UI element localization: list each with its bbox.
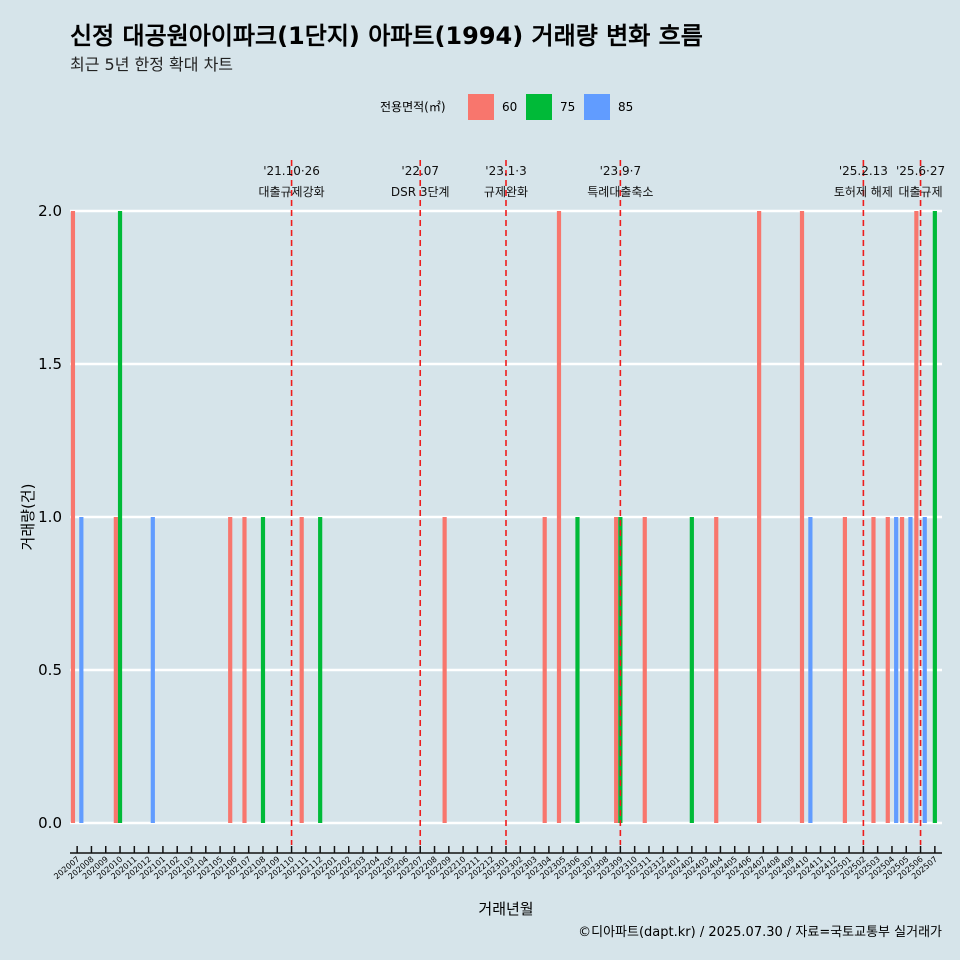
bar-60-202311 (642, 517, 647, 823)
legend-label-60: 60 (502, 100, 517, 114)
bar-60-202309 (614, 517, 619, 823)
bar-60-202007 (70, 211, 76, 823)
bar-60-202304 (542, 517, 547, 823)
y-tick-label: 1.5 (38, 355, 62, 373)
bar-60-202407 (757, 211, 762, 823)
event-date: '22.07 (401, 164, 439, 178)
legend-title: 전용면적(㎡) (380, 100, 446, 114)
bar-75-202108 (260, 517, 266, 823)
y-tick-label: 1.0 (38, 508, 62, 526)
event-label: 특례대출축소 (587, 185, 653, 199)
legend-label-75: 75 (560, 100, 575, 114)
bar-60-202506 (914, 211, 919, 823)
event-date: '23.9·7 (600, 164, 641, 178)
event-label: 대출규제 (898, 185, 942, 199)
bar-85-202410 (808, 517, 813, 823)
bar-60-202010 (113, 517, 118, 823)
bar-60-202404 (714, 517, 719, 823)
bar-60-202503 (871, 517, 876, 823)
bar-85-202012 (150, 517, 155, 823)
bar-60-202504 (885, 517, 890, 823)
legend-label-85: 85 (618, 100, 633, 114)
event-label: 대출규제강화 (258, 185, 324, 199)
bar-60-202410 (799, 211, 805, 823)
y-tick-label: 0.5 (38, 661, 62, 679)
bar-75-202306 (575, 517, 580, 823)
chart-subtitle: 최근 5년 한정 확대 차트 (70, 55, 233, 74)
chart-title: 신정 대공원아이파크(1단지) 아파트(1994) 거래량 변화 흐름 (70, 22, 703, 50)
event-label: DSR 3단계 (391, 185, 450, 199)
bar-75-202507 (932, 211, 937, 823)
annotations: '21.10·26 대출규제강화 '22.07 DSR 3단계 '23.1·3 규제완화 '… (258, 160, 945, 845)
bar-85-202506 (922, 517, 927, 823)
y-axis: 0.0 0.5 1.0 1.5 2.0 (38, 202, 62, 832)
bar-60-202107 (242, 517, 247, 823)
bar-60-202505 (899, 517, 905, 823)
event-label: 규제완화 (484, 185, 528, 199)
x-axis-label: 거래년월 (478, 900, 533, 918)
legend-swatch-75 (526, 94, 552, 120)
bar-60-202305 (556, 211, 562, 823)
bar-85-202504 (894, 517, 899, 823)
y-axis-label: 거래량(건) (19, 484, 37, 551)
bar-60-202501 (842, 517, 847, 823)
bar-75-202112 (318, 517, 323, 823)
bar-75-202010 (117, 211, 123, 823)
bar-85-202505 (908, 517, 913, 823)
bar-60-202209 (442, 517, 447, 823)
x-axis: 2020072020082020092020102020112020122021… (52, 846, 942, 881)
legend: 전용면적(㎡) 60 75 85 (380, 94, 633, 120)
y-tick-label: 0.0 (38, 814, 62, 832)
y-tick-label: 2.0 (38, 202, 62, 220)
event-date: '21.10·26 (263, 164, 320, 178)
event-date: '25.2.13 (839, 164, 888, 178)
bar-60-202111 (299, 517, 304, 823)
bar-85-202007 (79, 517, 84, 823)
event-date: '25.6·27 (896, 164, 945, 178)
bar-60-202106 (228, 517, 233, 823)
event-date: '23.1·3 (485, 164, 526, 178)
event-label: 토허제 해제 (834, 185, 893, 199)
legend-swatch-60 (468, 94, 494, 120)
caption: ©디아파트(dapt.kr) / 2025.07.30 / 자료=국토교통부 실… (578, 925, 942, 940)
legend-swatch-85 (584, 94, 610, 120)
bar-75-202402 (689, 517, 694, 823)
